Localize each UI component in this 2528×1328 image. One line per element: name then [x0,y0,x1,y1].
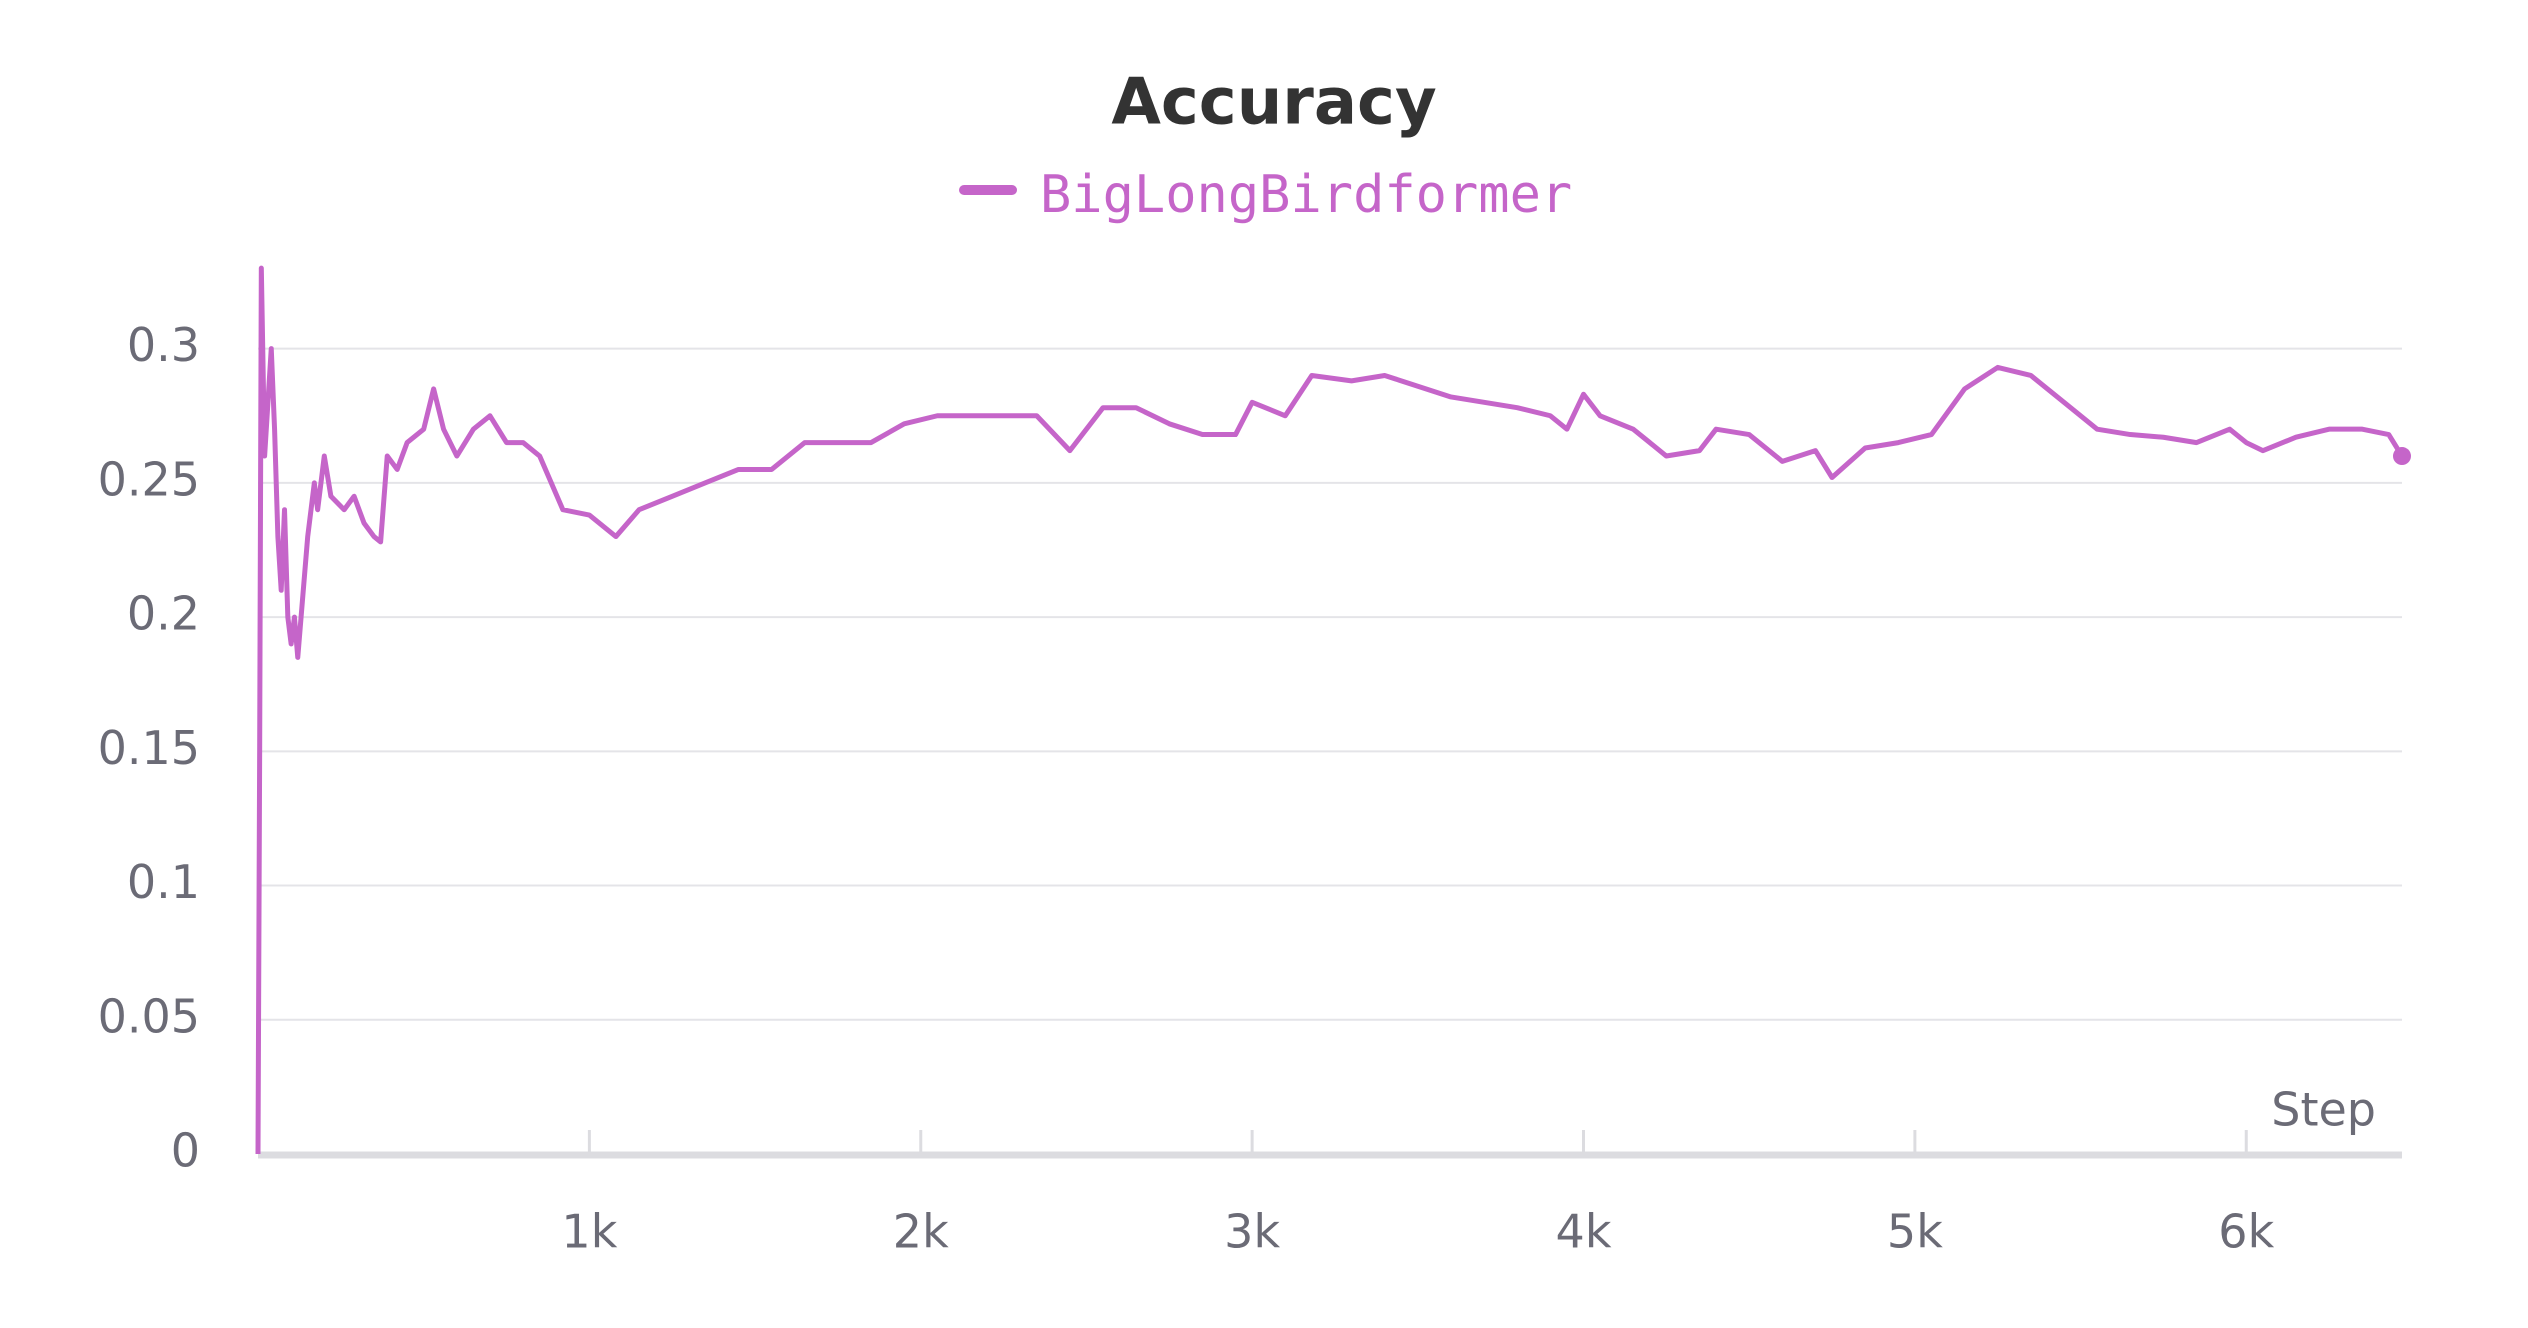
x-axis-label: Step [2271,1083,2376,1137]
x-tick-label: 6k [2218,1205,2274,1259]
y-tick-label: 0.15 [98,721,200,775]
x-tick-label: 3k [1224,1205,1280,1259]
x-tick-label: 2k [893,1205,949,1259]
y-tick-label: 0.25 [98,452,200,506]
x-tick-label: 5k [1887,1205,1943,1259]
chart-title: Accuracy [1111,66,1436,140]
y-tick-label: 0.1 [127,855,200,909]
end-point [2393,447,2411,466]
legend-label: BigLongBirdformer [1040,165,1572,225]
line-series [255,265,2405,1155]
y-tick-label: 0.05 [98,989,200,1043]
y-tick-label: 0.3 [127,318,200,372]
y-tick-label: 0.2 [127,587,200,641]
x-tick-label: 1k [561,1205,617,1259]
x-tick-label: 4k [1556,1205,1612,1259]
y-tick-label: 0 [171,1124,200,1178]
